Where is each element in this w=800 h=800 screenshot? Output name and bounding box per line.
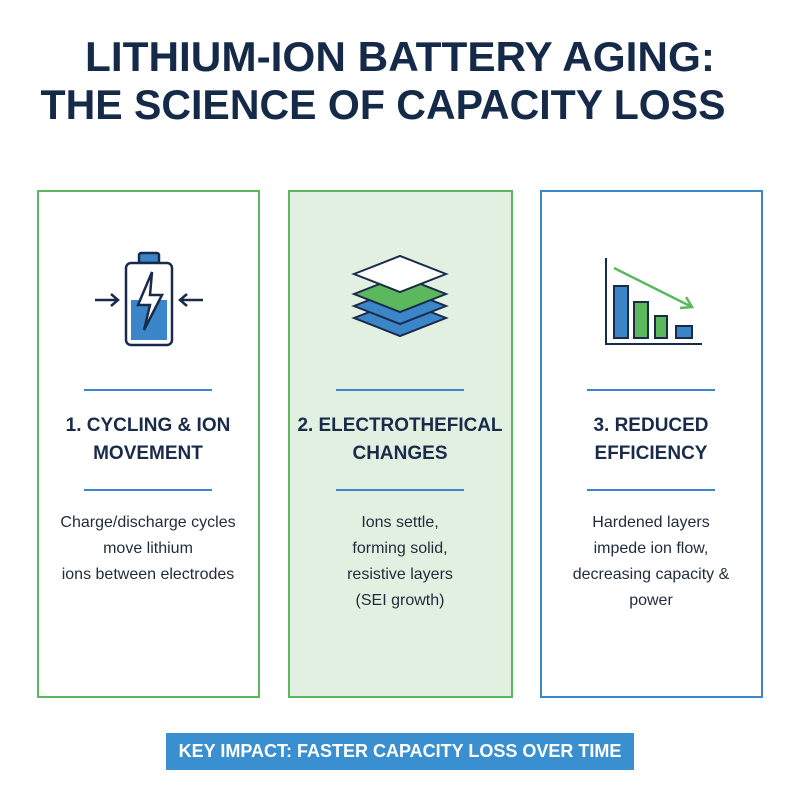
panel-heading: EFFICIENCY — [595, 443, 708, 464]
title-line: THE SCIENCE OF CAPACITY LOSS — [41, 81, 726, 128]
panel-body: Hardened layers — [592, 514, 709, 531]
panel-heading: 3. REDUCED — [593, 415, 708, 436]
panel-heading: MOVEMENT — [93, 443, 203, 464]
panel-body: forming solid, — [352, 540, 447, 557]
panel-body: (SEI growth) — [356, 592, 445, 609]
panel-body: power — [629, 592, 673, 609]
banner — [166, 733, 634, 770]
panel-heading: 1. CYCLING & ION — [66, 415, 231, 436]
panel-body: Charge/discharge cycles — [60, 514, 235, 531]
panel-body: decreasing capacity & — [573, 566, 730, 583]
panel-body: impede ion flow, — [594, 540, 709, 557]
panel — [540, 190, 763, 698]
battery-icon — [95, 251, 203, 347]
layers-icon — [351, 254, 449, 338]
panel-body: move lithium — [103, 540, 193, 557]
banner-text: KEY IMPACT: FASTER CAPACITY LOSS OVER TI… — [179, 741, 622, 761]
panel-heading: CHANGES — [352, 443, 447, 464]
panel-body: Ions settle, — [361, 514, 438, 531]
panel-body: resistive layers — [347, 566, 453, 583]
panel-heading: 2. ELECTROTHEFICAL — [298, 415, 503, 436]
decline-chart-icon — [605, 258, 702, 345]
panel-body: ions between electrodes — [62, 566, 235, 583]
title-line: LITHIUM-ION BATTERY AGING: — [85, 33, 715, 80]
